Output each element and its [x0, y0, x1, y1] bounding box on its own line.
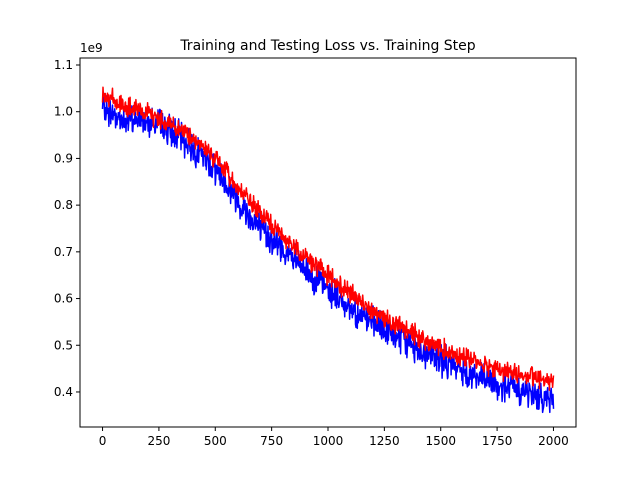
y-tick-label: 0.7 — [54, 245, 73, 259]
y-tick-label: 1.1 — [54, 58, 73, 72]
chart-title: Training and Testing Loss vs. Training S… — [179, 38, 475, 54]
ticks-layer: 0 250 500 750 1000 1250 1500 1750 2000 0.4 0.5 0.6 0… — [54, 58, 569, 448]
x-tick-label: 1500 — [425, 434, 456, 448]
x-tick-label: 1250 — [369, 434, 400, 448]
y-tick-label: 1.0 — [54, 105, 73, 119]
axes-frame — [79, 57, 577, 428]
x-tick-label: 250 — [147, 434, 170, 448]
series-layer — [101, 86, 555, 414]
x-tick-label: 1750 — [482, 434, 513, 448]
x-tick-label: 500 — [204, 434, 227, 448]
x-tick-label: 2000 — [538, 434, 569, 448]
x-tick-label: 750 — [260, 434, 283, 448]
x-tick-label: 1000 — [313, 434, 344, 448]
y-multiplier-label: 1e9 — [80, 41, 103, 55]
y-tick-label: 0.4 — [54, 385, 73, 399]
y-tick-label: 0.5 — [54, 338, 73, 352]
y-tick-label: 0.8 — [54, 198, 73, 212]
x-tick-label: 0 — [99, 434, 107, 448]
y-tick-label: 0.6 — [54, 292, 73, 306]
y-tick-label: 0.9 — [54, 151, 73, 165]
series-line-2 — [101, 86, 555, 391]
